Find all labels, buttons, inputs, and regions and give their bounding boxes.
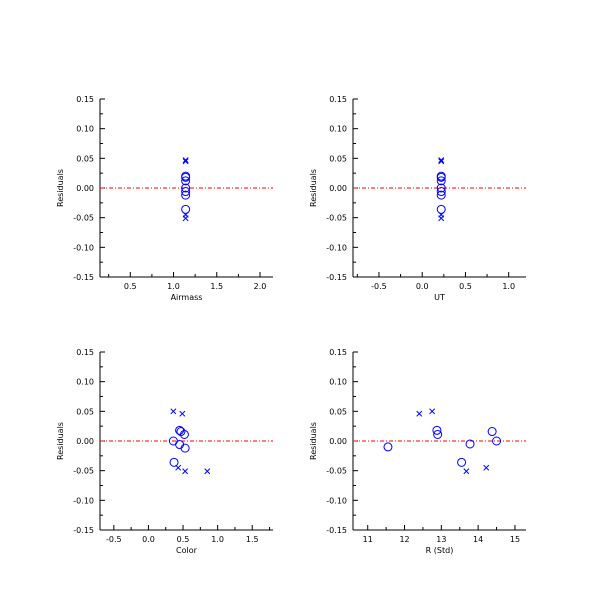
- x-tick-label: 14: [473, 535, 483, 544]
- circle-data-point: [492, 436, 502, 446]
- y-tick-label: 0.10: [329, 378, 347, 387]
- x-data-point: [182, 215, 189, 222]
- y-tick-label: -0.15: [326, 273, 347, 282]
- x-tick-label: 12: [399, 535, 409, 544]
- x-tick-label: 2.0: [254, 282, 267, 291]
- y-tick-label: -0.05: [326, 214, 347, 223]
- x-tick-label: 1.0: [502, 282, 515, 291]
- circle-data-point: [181, 183, 191, 193]
- x-tick-label: -0.5: [106, 535, 122, 544]
- y-tick-label: 0.00: [329, 437, 347, 446]
- y-tick-label: -0.10: [326, 243, 347, 252]
- x-data-point: [438, 158, 445, 165]
- x-data-point: [182, 157, 189, 164]
- y-tick-label: 0.15: [329, 95, 347, 104]
- x-data-point: [170, 408, 177, 415]
- y-tick-label: 0.15: [329, 348, 347, 357]
- x-tick-label: -0.5: [371, 282, 387, 291]
- y-tick-label: -0.15: [73, 273, 94, 282]
- circle-data-point: [383, 442, 393, 452]
- x-data-point: [438, 157, 445, 164]
- y-axis-title: Residuals: [309, 422, 318, 460]
- x-tick-label: 0.5: [124, 282, 137, 291]
- y-tick-label: 0.00: [76, 184, 94, 193]
- circle-data-point: [180, 443, 190, 453]
- circle-data-point: [169, 457, 179, 467]
- x-tick-label: 0.0: [416, 282, 429, 291]
- x-tick-label: 13: [436, 535, 446, 544]
- y-axis-title: Residuals: [56, 169, 65, 207]
- x-data-point: [204, 468, 211, 475]
- x-data-point: [179, 410, 186, 417]
- y-tick-label: -0.15: [326, 526, 347, 535]
- y-tick-label: 0.05: [329, 154, 347, 163]
- x-data-point: [463, 468, 470, 475]
- y-tick-label: -0.05: [73, 214, 94, 223]
- y-tick-label: -0.10: [73, 496, 94, 505]
- x-tick-label: 15: [510, 535, 520, 544]
- x-axis-title: Airmass: [171, 293, 203, 302]
- x-tick-label: 1.5: [210, 282, 223, 291]
- y-tick-label: -0.10: [73, 243, 94, 252]
- circle-data-point: [181, 204, 191, 214]
- circle-data-point: [432, 425, 442, 435]
- x-data-point: [182, 468, 189, 475]
- x-axis-title: Color: [176, 546, 198, 555]
- y-tick-label: 0.15: [76, 95, 94, 104]
- circle-data-point: [436, 204, 446, 214]
- residual-plot-2: -0.15 -0.10 -0.05 0.00 0.05 0.10 0.15 -0.5 0.0 0.…: [309, 95, 526, 302]
- x-data-point: [438, 215, 445, 222]
- circle-data-point: [465, 439, 475, 449]
- y-tick-label: 0.00: [329, 184, 347, 193]
- x-data-point: [429, 408, 436, 415]
- x-axis-title: UT: [434, 293, 445, 302]
- circle-data-point: [181, 171, 191, 181]
- circle-data-point: [436, 190, 446, 200]
- circle-data-point: [179, 429, 189, 439]
- y-tick-label: -0.05: [73, 467, 94, 476]
- y-tick-label: -0.05: [326, 467, 347, 476]
- x-tick-label: 0.5: [459, 282, 472, 291]
- residual-plot-3: -0.15 -0.10 -0.05 0.00 0.05 0.10 0.15 -0.5 0.0 0.…: [56, 348, 273, 555]
- y-tick-label: 0.05: [76, 154, 94, 163]
- y-tick-label: -0.10: [326, 496, 347, 505]
- x-data-point: [175, 464, 182, 471]
- circle-data-point: [181, 176, 191, 186]
- x-tick-label: 1.0: [167, 282, 180, 291]
- x-axis-title: R (Std): [426, 546, 454, 555]
- y-tick-label: 0.10: [329, 125, 347, 134]
- circle-data-point: [433, 429, 443, 439]
- circle-data-point: [487, 427, 497, 437]
- circle-data-point: [181, 190, 191, 200]
- x-data-point: [483, 464, 490, 471]
- y-tick-label: 0.10: [76, 378, 94, 387]
- x-tick-label: 0.0: [142, 535, 155, 544]
- x-data-point: [416, 410, 423, 417]
- y-tick-label: 0.15: [76, 348, 94, 357]
- x-tick-label: 0.5: [177, 535, 190, 544]
- y-tick-label: 0.05: [329, 407, 347, 416]
- circle-data-point: [436, 183, 446, 193]
- residual-plot-1: -0.15 -0.10 -0.05 0.00 0.05 0.10 0.15 0.5 1.0 1.5…: [56, 95, 273, 302]
- y-axis-title: Residuals: [56, 422, 65, 460]
- x-tick-label: 11: [363, 535, 373, 544]
- residual-plot-4: -0.15 -0.10 -0.05 0.00 0.05 0.10 0.15 11 12 13 14 1…: [309, 348, 526, 555]
- circle-data-point: [181, 187, 191, 197]
- x-tick-label: 1.0: [211, 535, 224, 544]
- circle-data-point: [436, 176, 446, 186]
- y-tick-label: 0.00: [76, 437, 94, 446]
- x-tick-label: 1.5: [246, 535, 259, 544]
- circle-data-point: [436, 171, 446, 181]
- y-tick-label: -0.15: [73, 526, 94, 535]
- y-axis-title: Residuals: [309, 169, 318, 207]
- circle-data-point: [436, 187, 446, 197]
- y-tick-label: 0.05: [76, 407, 94, 416]
- y-tick-label: 0.10: [76, 125, 94, 134]
- x-data-point: [182, 158, 189, 165]
- circle-data-point: [457, 457, 467, 467]
